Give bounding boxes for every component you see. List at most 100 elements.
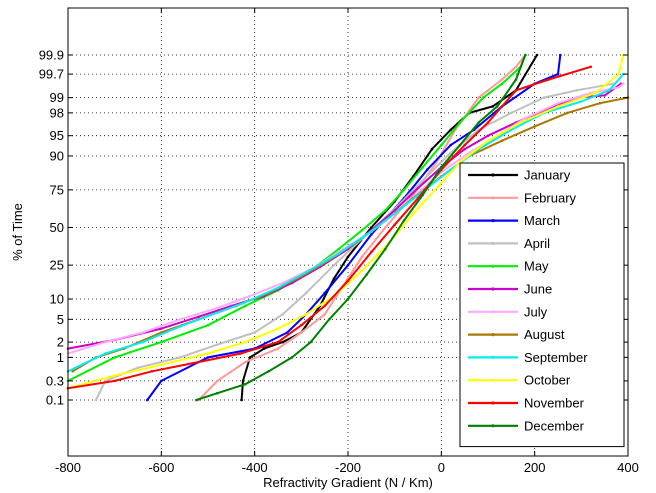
data-point	[393, 223, 397, 226]
data-point	[486, 134, 490, 137]
legend-label-march: March	[524, 213, 560, 228]
data-point	[248, 356, 252, 359]
data-point	[197, 360, 200, 364]
data-point	[276, 340, 280, 344]
y-tick-label: 98	[50, 105, 64, 120]
x-tick-labels: -800 -600 -400 -200 0 200 400	[55, 460, 639, 475]
data-point	[113, 374, 116, 377]
axis-ticks	[67, 8, 629, 456]
y-tick-label: 95	[50, 128, 64, 143]
data-point	[559, 53, 562, 57]
data-point	[304, 313, 308, 316]
data-point	[346, 297, 350, 301]
data-point	[384, 226, 387, 229]
data-point	[276, 327, 280, 330]
data-point	[514, 65, 518, 69]
data-point	[440, 165, 443, 169]
legend-label-december: December	[524, 418, 585, 433]
data-point	[160, 327, 163, 330]
legend-label-may: May	[524, 259, 549, 274]
legend-marker	[491, 333, 495, 337]
data-point	[426, 168, 429, 171]
data-point	[440, 143, 443, 147]
legend-label-july: July	[524, 304, 548, 319]
legend-marker	[491, 173, 495, 177]
data-point	[519, 121, 522, 124]
data-point	[598, 101, 602, 105]
data-point	[622, 82, 625, 85]
data-point	[449, 128, 453, 132]
data-point	[384, 247, 387, 251]
data-point	[486, 139, 490, 142]
data-point	[491, 105, 495, 108]
data-point	[514, 89, 518, 92]
series-line-december	[195, 54, 527, 401]
data-point	[412, 212, 415, 215]
data-point	[178, 325, 182, 328]
legend-marker	[491, 310, 495, 314]
data-point	[500, 139, 504, 142]
x-tick-label: 0	[438, 460, 445, 475]
legend-box	[459, 162, 625, 448]
legend-marker	[491, 378, 495, 382]
data-point	[206, 323, 210, 327]
legend-label-june: June	[524, 282, 552, 297]
series-lines	[66, 53, 630, 402]
data-point	[416, 186, 420, 190]
data-point	[304, 291, 308, 295]
data-point	[323, 313, 327, 316]
data-point	[300, 323, 303, 327]
data-point	[216, 306, 219, 310]
legend-label-november: November	[524, 396, 585, 411]
data-point	[430, 147, 434, 151]
data-point	[402, 188, 406, 192]
data-point	[346, 263, 350, 267]
data-point	[575, 89, 578, 92]
data-point	[211, 313, 214, 316]
legend-label-october: October	[524, 373, 571, 388]
data-point	[365, 273, 369, 276]
data-point	[113, 379, 116, 383]
y-tick-label: 10	[50, 292, 64, 307]
y-tick-label: 99.9	[39, 48, 64, 63]
series-line-february	[197, 54, 527, 401]
data-point	[449, 143, 453, 147]
x-tick-label: 200	[524, 460, 546, 475]
data-point	[617, 72, 620, 76]
data-point	[533, 125, 536, 128]
data-point	[304, 271, 308, 274]
y-tick-label: 90	[50, 148, 64, 163]
data-point	[402, 219, 406, 222]
data-point	[197, 315, 200, 319]
data-point	[346, 279, 350, 283]
x-axis-title: Refractivity Gradient (N / Km)	[263, 475, 433, 490]
data-point	[608, 89, 611, 92]
data-point	[566, 111, 569, 115]
y-tick-label: 1	[57, 350, 64, 365]
data-point	[463, 147, 467, 151]
data-point	[370, 250, 373, 254]
data-point	[240, 398, 243, 402]
y-tick-label: 0.1	[46, 393, 64, 408]
data-point	[332, 277, 336, 280]
legend-marker	[491, 287, 495, 291]
data-point	[71, 370, 74, 373]
data-point	[244, 301, 247, 304]
legend-label-september: September	[524, 350, 588, 365]
data-point	[458, 143, 462, 147]
data-point	[360, 269, 364, 272]
data-point	[150, 370, 154, 373]
legend-marker	[491, 401, 495, 405]
data-point	[206, 352, 210, 355]
data-point	[276, 286, 280, 290]
data-point	[337, 247, 341, 251]
data-point	[216, 343, 219, 346]
y-tick-label: 99	[50, 90, 64, 105]
data-point	[241, 379, 245, 383]
y-tick-label: 50	[50, 220, 64, 235]
data-point	[178, 318, 182, 321]
data-point	[323, 304, 327, 308]
data-point	[556, 105, 560, 108]
data-point	[486, 121, 490, 124]
x-tick-label: -800	[55, 460, 81, 475]
